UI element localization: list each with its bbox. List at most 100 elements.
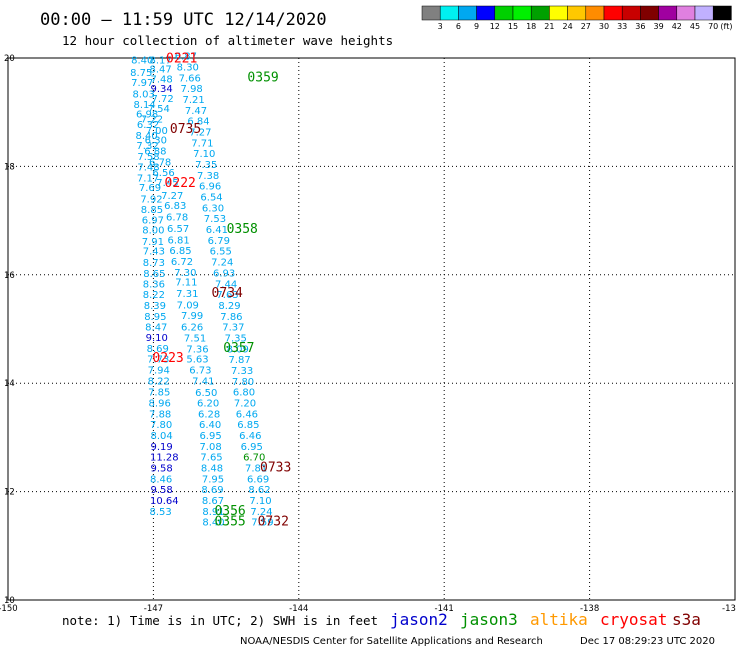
wave-height-value: 7.44 xyxy=(215,279,237,290)
wave-height-value: 7.27 xyxy=(189,128,211,139)
wave-height-value: 9.10 xyxy=(146,333,168,344)
x-tick-label: -147 xyxy=(144,604,163,614)
wave-height-value: 7.33 xyxy=(231,366,253,377)
color-scale-label: 3 xyxy=(438,22,443,31)
wave-height-value: 6.97 xyxy=(142,215,164,226)
wave-height-value: 8.03 xyxy=(133,90,155,101)
wave-height-value: 7.97 xyxy=(131,78,153,89)
color-swatch xyxy=(549,5,568,21)
wave-height-value: 7.88 xyxy=(149,409,171,420)
x-tick-label: -144 xyxy=(289,604,308,614)
wave-height-value: 7.99 xyxy=(181,311,203,322)
wave-height-value: 7.35 xyxy=(225,333,247,344)
color-swatch xyxy=(640,5,659,21)
wave-height-value: 8.30 xyxy=(177,62,199,73)
wave-height-value: 7.85 xyxy=(148,388,170,399)
wave-height-value: 6.55 xyxy=(210,247,232,258)
wave-height-value: 7.43 xyxy=(143,247,165,258)
wave-height-value: 9.34 xyxy=(150,84,172,95)
wave-height-value: 6.80 xyxy=(233,388,255,399)
color-swatch xyxy=(458,5,477,21)
y-tick-label: 14 xyxy=(4,379,15,389)
wave-height-value: 7.59 xyxy=(251,518,273,529)
wave-height-value: 7.38 xyxy=(197,171,219,182)
satellite-jason3: jason3 xyxy=(460,610,518,629)
satellite-jason2: jason2 xyxy=(390,610,448,629)
y-tick-label: 20 xyxy=(4,54,15,64)
wave-height-value: 8.36 xyxy=(143,279,165,290)
pass-time-label: 0733 xyxy=(260,461,291,476)
wave-height-value: 6.96 xyxy=(199,182,221,193)
wave-height-value: 6.69 xyxy=(247,474,269,485)
wave-height-value: 8.53 xyxy=(150,507,172,518)
wave-height-value: 7.47 xyxy=(185,106,207,117)
wave-height-value: 8.62 xyxy=(248,485,270,496)
wave-height-value: 7.71 xyxy=(191,138,213,149)
wave-height-value: 6.78 xyxy=(166,213,188,224)
color-scale-label: 12 xyxy=(490,22,500,31)
wave-height-value: 7.63 xyxy=(216,290,238,301)
wave-height-value: 6.40 xyxy=(199,420,221,431)
x-tick-label: -13 xyxy=(722,604,736,614)
color-scale-label: 33 xyxy=(617,22,627,31)
wave-height-value: 7.80 xyxy=(150,420,172,431)
wave-height-value: 7.32 xyxy=(136,141,158,152)
color-scale-legend: 3 6 9 12 15 18 21 24 27 30 33 36 39 42 45 70 (ft) xyxy=(421,5,732,31)
wave-height-value: 6.57 xyxy=(167,224,189,235)
color-scale-label: 36 xyxy=(635,22,645,31)
wave-height-value: 6.78 xyxy=(149,157,171,168)
y-tick-label: 12 xyxy=(4,488,15,498)
wave-height-value: 6.98 xyxy=(136,110,158,121)
wave-height-value: 8.75 xyxy=(130,68,152,79)
wave-height-value: 7.27 xyxy=(161,191,183,202)
x-tick-label: -138 xyxy=(580,604,599,614)
wave-height-value: 8.17 xyxy=(150,55,172,66)
wave-height-value: 7.22 xyxy=(141,114,163,125)
wave-height-value: 8.47 xyxy=(145,323,167,334)
chart-subtitle: 12 hour collection of altimeter wave hei… xyxy=(62,33,393,48)
wave-height-value: 6.20 xyxy=(197,399,219,410)
wave-height-value: 7.10 xyxy=(193,149,215,160)
wave-height-value: 7.80 xyxy=(232,377,254,388)
color-swatch xyxy=(512,5,532,21)
wave-height-value: 6.95 xyxy=(199,431,221,442)
wave-height-value: 7.66 xyxy=(179,73,201,84)
wave-height-value: 7.10 xyxy=(249,496,271,507)
wave-height-value: 7.00 xyxy=(146,126,168,137)
wave-height-value: 7.48 xyxy=(137,163,159,174)
wave-height-value: 8.40 xyxy=(135,131,157,142)
wave-height-value: 6.72 xyxy=(171,257,193,268)
wave-height-value: 6.85 xyxy=(169,246,191,257)
color-swatch xyxy=(421,5,441,21)
plot-area xyxy=(7,57,736,601)
wave-height-value: 11.28 xyxy=(150,453,179,464)
wave-height-value: 8.39 xyxy=(144,301,166,312)
color-swatch xyxy=(603,5,623,21)
pass-time-label: 0735 xyxy=(170,122,201,137)
wave-height-value: 5.63 xyxy=(186,355,208,366)
wave-height-value: 8.47 xyxy=(150,65,172,76)
wave-height-value: 7.31 xyxy=(176,289,198,300)
wave-height-value: 7.95 xyxy=(202,474,224,485)
wave-height-value: 8.40 xyxy=(131,55,153,66)
color-swatch xyxy=(658,5,678,21)
color-scale-label: 27 xyxy=(581,22,591,31)
wave-height-value: 6.81 xyxy=(167,235,189,246)
pass-time-label: 0223 xyxy=(152,351,183,366)
color-swatch xyxy=(694,5,714,21)
pass-time-label: 0358 xyxy=(227,222,258,237)
wave-height-value: 6.79 xyxy=(208,236,230,247)
color-scale-label: 21 xyxy=(544,22,554,31)
color-swatch xyxy=(712,5,732,21)
color-swatch xyxy=(530,5,550,21)
wave-height-value: 7.69 xyxy=(139,183,161,194)
wave-height-value: 6.56 xyxy=(152,168,174,179)
wave-height-value: 8.04 xyxy=(150,431,172,442)
wave-height-value: 8.22 xyxy=(148,376,170,387)
color-scale-label: 6 xyxy=(456,22,461,31)
y-axis-ticks: 10 12 14 16 18 20 xyxy=(4,54,15,606)
wave-height-value: 7.36 xyxy=(186,344,208,355)
wave-height-value: 8.69 xyxy=(201,485,223,496)
wave-height-value: 7.48 xyxy=(150,74,172,85)
